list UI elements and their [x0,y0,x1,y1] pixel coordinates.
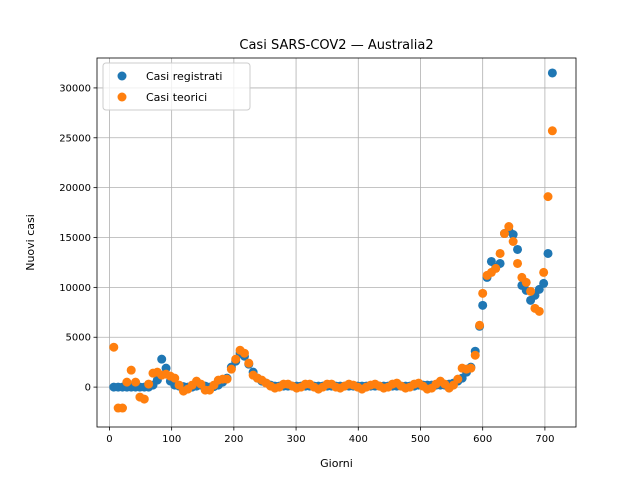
point-casi-teorici [466,363,476,373]
y-axis-label: Nuovi casi [24,214,37,271]
point-casi-teorici [122,377,132,387]
y-tick-label: 30000 [59,83,91,94]
legend-label-casi-teorici: Casi teorici [146,91,207,104]
x-tick-label: 100 [162,434,181,445]
point-casi-teorici [526,286,536,296]
x-tick-label: 0 [106,434,112,445]
legend-marker-casi-teorici [117,92,127,102]
legend: Casi registrati Casi teorici [102,62,251,111]
x-axis-label: Giorni [320,457,353,470]
point-casi-registrati [513,244,523,254]
point-casi-teorici [222,374,232,384]
x-tick-label: 300 [287,434,306,445]
point-casi-teorici [547,126,557,136]
point-casi-teorici [508,237,518,247]
x-tick-label: 400 [349,434,368,445]
legend-marker-casi-registrati [117,71,127,81]
point-casi-teorici [504,222,514,232]
y-tick-label: 10000 [59,283,91,294]
grid-lines [97,58,576,427]
chart-title: Casi SARS-COV2 — Australia2 [239,38,433,53]
y-tick-label: 25000 [59,133,91,144]
plot-area-frame [96,57,577,428]
point-casi-registrati [478,300,488,310]
point-casi-teorici [495,248,505,258]
point-casi-teorici [231,354,241,364]
x-tick-label: 700 [535,434,554,445]
y-tick-label: 0 [85,383,91,394]
y-tick-label: 5000 [66,333,91,344]
point-casi-teorici [539,267,549,277]
point-casi-teorici [126,365,136,375]
point-casi-registrati [508,230,518,240]
point-casi-registrati [539,278,549,288]
point-casi-teorici [521,277,531,287]
point-casi-teorici [491,263,501,273]
point-casi-teorici [534,306,544,316]
point-casi-teorici [144,379,154,389]
y-tick-label: 15000 [59,233,91,244]
point-casi-teorici [139,394,149,404]
point-casi-teorici [109,342,119,352]
x-tick-label: 200 [224,434,243,445]
point-casi-teorici [170,373,180,383]
point-casi-teorici [239,348,249,358]
point-casi-teorici [478,288,488,298]
point-casi-teorici [513,258,523,268]
point-casi-teorici [131,377,141,387]
legend-box [102,62,251,111]
point-casi-registrati [547,68,557,78]
y-tick-label: 20000 [59,183,91,194]
data-points [109,68,557,413]
axis-ticks: 0 100 200 300 400 500 600 700 0 5000 10000 15000 200… [59,83,554,445]
x-tick-label: 600 [473,434,492,445]
point-casi-registrati [543,248,553,258]
point-casi-teorici [453,374,463,384]
point-casi-teorici [244,358,254,368]
point-casi-teorici [543,192,553,202]
point-casi-registrati [157,354,167,364]
point-casi-teorici [118,403,128,413]
point-casi-teorici [499,229,509,239]
point-casi-teorici [470,350,480,360]
legend-label-casi-registrati: Casi registrati [146,70,222,83]
x-tick-label: 500 [411,434,430,445]
point-casi-teorici [226,364,236,374]
point-casi-teorici [475,320,485,330]
